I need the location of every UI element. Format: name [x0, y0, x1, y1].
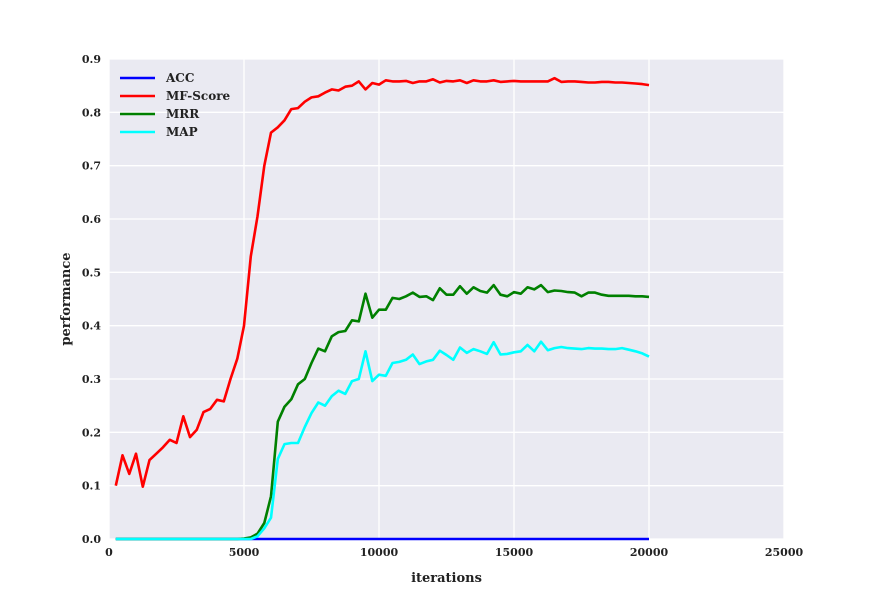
y-tick-label: 0.2 — [82, 426, 101, 439]
legend-label-acc: ACC — [165, 71, 194, 85]
x-tick-label: 15000 — [495, 546, 534, 559]
y-tick-label: 0.4 — [82, 320, 101, 333]
y-tick-label: 0.0 — [82, 533, 101, 546]
y-tick-label: 0.8 — [82, 106, 101, 119]
y-tick-label: 0.1 — [82, 480, 101, 493]
legend-label-mf-score: MF-Score — [166, 89, 231, 103]
grid-lines — [108, 58, 785, 540]
x-tick-label: 5000 — [229, 546, 260, 559]
legend-label-map: MAP — [166, 125, 198, 139]
x-tick-label: 25000 — [765, 546, 804, 559]
x-tick-label: 10000 — [360, 546, 399, 559]
legend: ACC MF-Score MRR MAP — [120, 71, 231, 139]
series-line-mf-score — [114, 76, 650, 489]
y-tick-label: 0.9 — [82, 53, 101, 66]
y-tick-label: 0.3 — [82, 373, 101, 386]
x-axis-label: iterations — [411, 571, 482, 586]
y-tick-label: 0.7 — [82, 160, 101, 173]
tick-labels: 0 5000 10000 15000 20000 25000 0.0 0.1 0.2 0.3 0.4… — [82, 53, 804, 559]
x-tick-label: 0 — [105, 546, 113, 559]
y-tick-label: 0.6 — [82, 213, 101, 226]
x-tick-label: 20000 — [630, 546, 669, 559]
series-line-map — [115, 340, 650, 541]
series-lines — [114, 76, 650, 541]
y-tick-label: 0.5 — [82, 266, 101, 279]
y-axis-label: performance — [59, 252, 74, 345]
plot-background — [109, 59, 784, 539]
legend-label-mrr: MRR — [166, 107, 200, 121]
